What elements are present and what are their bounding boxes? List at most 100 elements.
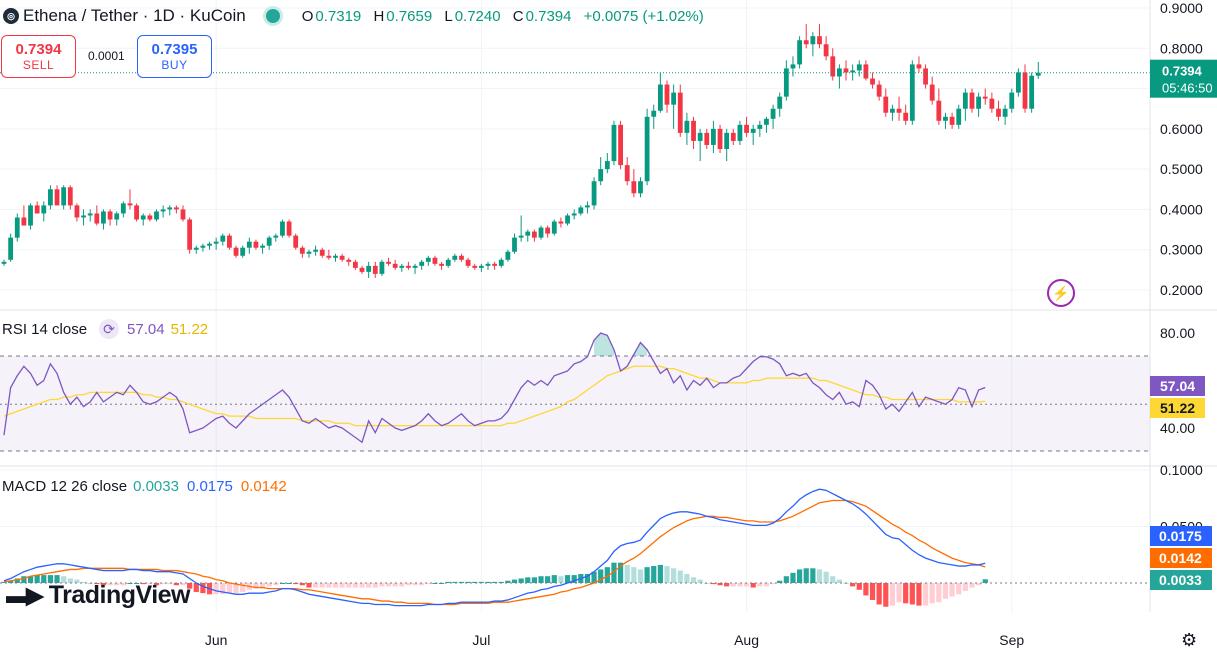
candle	[565, 215, 570, 224]
histogram-bar	[671, 568, 677, 583]
settings-icon[interactable]: ⚙	[1181, 630, 1198, 650]
histogram-bar	[545, 576, 551, 583]
tradingview-logo[interactable]: ▬▶ TradingView	[6, 581, 191, 609]
candle	[445, 259, 451, 266]
candle	[48, 189, 53, 206]
signal-value-tag: 0.0142	[1150, 548, 1212, 568]
histogram-bar	[61, 576, 67, 583]
candle	[863, 64, 869, 79]
histogram-bar	[372, 583, 378, 588]
candle	[962, 92, 968, 109]
price-tick-label: 0.5000	[1160, 161, 1203, 177]
candle	[187, 219, 193, 250]
candle	[810, 36, 816, 45]
sell-button[interactable]: 0.7394 SELL	[1, 35, 76, 78]
candle	[691, 120, 696, 141]
symbol-title[interactable]: Ethena / Tether · 1D · KuCoin	[23, 6, 246, 25]
histogram-bar	[114, 583, 120, 586]
histogram-bar	[909, 583, 915, 605]
candle	[730, 132, 736, 141]
candle	[856, 64, 862, 71]
price-tick-label: 0.3000	[1160, 242, 1203, 258]
candle	[711, 128, 716, 145]
candle	[399, 265, 405, 268]
macd-series	[3, 488, 986, 607]
histogram-bar	[982, 579, 988, 583]
candle	[744, 124, 749, 133]
candle	[611, 124, 617, 162]
histogram-bar	[233, 583, 239, 594]
candle	[651, 110, 657, 117]
candle	[638, 181, 643, 194]
histogram-bar	[598, 569, 604, 583]
histogram-bar	[379, 583, 385, 587]
histogram-bar	[783, 576, 789, 583]
time-axis: Jun Jul Aug Sep	[205, 632, 1025, 648]
rsi-legend[interactable]: RSI 14 close ⟳ 57.04 51.22	[2, 319, 209, 339]
price-tick-label: 0.8000	[1160, 40, 1203, 56]
candle	[943, 116, 948, 121]
histogram-bar	[876, 583, 882, 605]
candle	[485, 263, 491, 266]
ethena-logo-icon: ◎	[3, 8, 19, 24]
histogram-bar	[797, 569, 803, 583]
macd-legend[interactable]: MACD 12 26 close 0.0033 0.0175 0.0142	[2, 478, 287, 495]
histogram-bar	[889, 583, 896, 606]
histogram-bar	[883, 583, 889, 607]
last-price-tag: 0.7394 05:46:50	[1150, 59, 1217, 98]
histogram-bar	[724, 583, 730, 587]
histogram-bar	[465, 581, 471, 583]
candle	[87, 213, 93, 216]
candle	[478, 265, 484, 268]
histogram-bar	[54, 575, 60, 583]
histogram-bar	[167, 583, 173, 585]
candle	[425, 257, 431, 262]
market-status-icon[interactable]	[265, 9, 280, 23]
histogram-bar	[8, 580, 14, 583]
histogram-bar	[332, 583, 339, 588]
lightning-icon[interactable]: ⚡	[1047, 279, 1075, 307]
histogram-bar	[611, 562, 617, 583]
candle	[227, 235, 232, 248]
candle	[419, 261, 425, 266]
histogram-bar	[810, 568, 816, 583]
candle	[372, 265, 378, 274]
histogram-bar	[1, 581, 7, 583]
candle	[94, 213, 100, 224]
histogram-bar	[637, 569, 644, 583]
histogram-bar	[976, 583, 982, 586]
histogram-bar	[657, 564, 663, 583]
candle	[883, 96, 889, 113]
histogram-bar	[147, 583, 153, 585]
histogram-bar	[100, 583, 107, 586]
candle	[750, 128, 756, 133]
histogram-bar	[273, 583, 279, 586]
histogram-bar	[922, 583, 929, 606]
candle	[266, 237, 272, 246]
time-tick-label: Jun	[205, 632, 228, 648]
histogram-bar	[160, 583, 166, 585]
candle	[14, 217, 20, 238]
rsi-overbought-area	[633, 342, 648, 356]
candle	[870, 78, 875, 85]
histogram-bar	[279, 583, 286, 584]
candle	[896, 108, 902, 113]
rsi-overbought-fill	[594, 333, 648, 356]
histogram-bar	[511, 579, 518, 583]
macd-line	[3, 488, 986, 607]
buy-button[interactable]: 0.7395 BUY	[137, 35, 212, 78]
candle	[160, 209, 166, 212]
candle	[598, 169, 604, 182]
candle	[644, 116, 650, 182]
histogram-bar	[551, 575, 557, 583]
candle	[830, 56, 836, 77]
refresh-icon[interactable]: ⟳	[99, 319, 120, 339]
signal-line	[3, 499, 986, 606]
histogram-bar	[220, 583, 226, 595]
histogram-bar	[445, 581, 451, 583]
candle	[551, 221, 557, 234]
candle	[890, 108, 895, 113]
candle	[114, 213, 120, 220]
candle	[180, 209, 186, 220]
